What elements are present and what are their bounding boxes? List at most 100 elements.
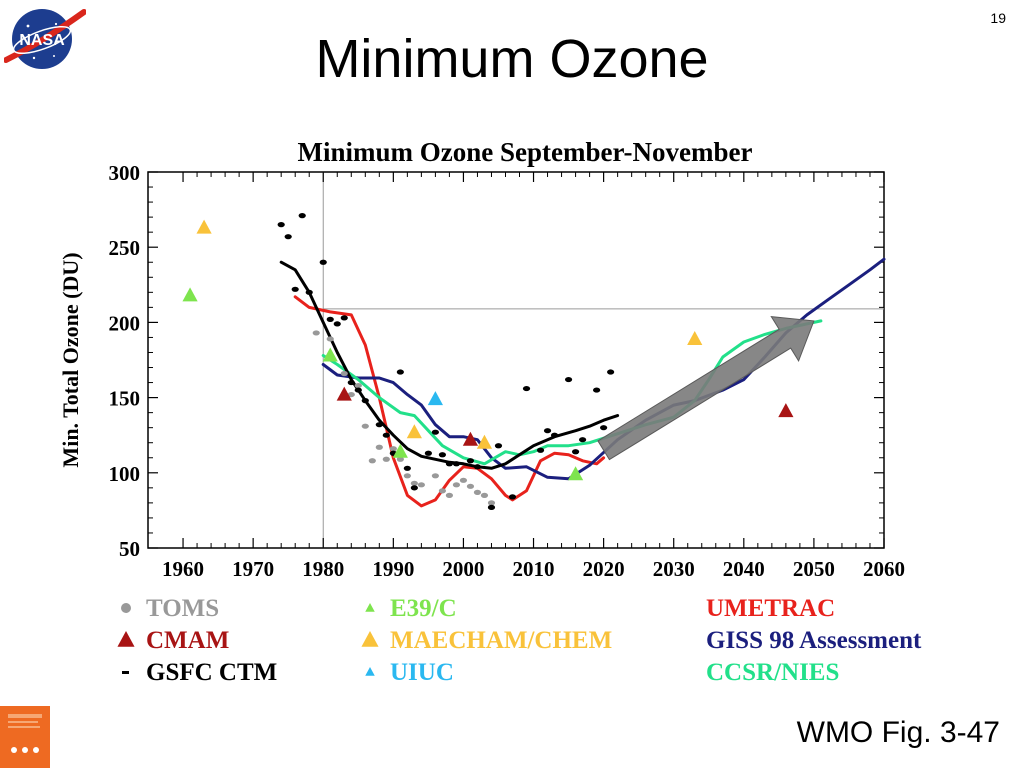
series-line-gsfc-ctm (279, 260, 620, 470)
y-axis-ticks: 50 100 150 200 250 300 (109, 161, 884, 561)
x-tick-label: 2010 (513, 557, 555, 581)
x-tick-label: 2020 (583, 557, 625, 581)
series-line-umetrac (293, 295, 606, 508)
series-line-ccsr-nies (321, 319, 823, 466)
data-point (354, 387, 362, 393)
data-point (347, 379, 355, 386)
trend-arrow (597, 316, 815, 461)
data-point (291, 286, 299, 292)
legend-label-e39-c: E39/C (390, 595, 457, 622)
data-point-triangle (567, 466, 584, 481)
legend-marker-triangle (361, 631, 379, 647)
data-point (564, 376, 573, 383)
series-points-gsfc-ctm (277, 213, 615, 510)
legend-marker-triangle (365, 603, 375, 612)
data-point (466, 483, 475, 489)
x-tick-label: 2000 (442, 557, 484, 581)
y-tick-label: 50 (119, 537, 140, 561)
data-point (536, 447, 545, 453)
data-point (277, 222, 285, 228)
data-point (522, 385, 531, 392)
data-point (361, 398, 369, 404)
legend-label-uiuc: UIUC (390, 659, 454, 686)
report-cover-thumbnail (0, 706, 50, 768)
data-point (382, 456, 390, 462)
y-axis-label: Min. Total Ozone (DU) (58, 252, 83, 467)
x-tick-label: 1970 (232, 557, 274, 581)
data-point (543, 428, 552, 434)
data-point (326, 316, 334, 322)
y-tick-label: 150 (109, 387, 141, 411)
data-point (368, 458, 376, 464)
data-point (298, 213, 306, 219)
data-point-triangle (406, 424, 422, 439)
slide-title: Minimum Ozone (315, 29, 709, 89)
data-point (438, 452, 446, 458)
y-tick-label: 300 (109, 161, 141, 185)
series-layer (182, 213, 886, 510)
data-point (417, 482, 425, 488)
data-point (340, 315, 348, 321)
legend-marker-triangle (117, 631, 135, 647)
data-point (333, 321, 341, 327)
series-points-toms (312, 330, 496, 506)
data-point (375, 422, 383, 428)
x-tick-label: 2040 (723, 557, 765, 581)
data-point (389, 446, 397, 452)
data-point-triangle (476, 434, 493, 449)
data-point (607, 369, 615, 375)
series-points-cmam (336, 386, 794, 446)
legend-marker-triangle (365, 667, 375, 676)
legend-label-giss-98-assessment: GISS 98 Assessment (706, 627, 922, 654)
x-axis-ticks: 1960 1970 1980 1990 2000 2010 2020 2030 2040 2050… (162, 172, 905, 581)
slide-number: 19 (990, 10, 1006, 26)
data-point (571, 449, 580, 455)
data-point (452, 482, 461, 488)
series-points-e39-c (182, 287, 584, 481)
data-point (445, 461, 454, 467)
plot-border (147, 171, 885, 549)
data-point (550, 432, 559, 438)
data-point (403, 473, 411, 479)
data-point (403, 465, 411, 471)
trend-arrow-shape (597, 316, 815, 461)
series-points-maecham-chem (196, 219, 703, 449)
data-point (354, 382, 362, 389)
data-point (410, 480, 418, 486)
x-tick-label: 1960 (162, 557, 204, 581)
data-point (305, 289, 313, 295)
legend-label-ccsr-nies: CCSR/NIES (706, 659, 839, 686)
data-point (508, 494, 517, 500)
x-tick-label: 2030 (653, 557, 695, 581)
data-point (410, 485, 418, 491)
data-point (487, 500, 496, 506)
data-point-triangle (322, 347, 338, 362)
data-point-triangle (392, 443, 408, 458)
data-point-triangle (778, 403, 794, 418)
data-point (578, 437, 587, 443)
chart-title: Minimum Ozone September-November (298, 137, 753, 167)
y-tick-label: 100 (109, 462, 141, 486)
legend-marker-dot (122, 671, 129, 674)
data-point-triangle (427, 391, 443, 406)
data-point (361, 423, 369, 429)
data-point (396, 369, 404, 375)
data-point (487, 504, 496, 510)
legend-marker-dot (121, 603, 131, 613)
data-point (431, 473, 439, 479)
data-point (593, 387, 601, 393)
legend-label-umetrac: UMETRAC (706, 595, 835, 622)
data-point (438, 488, 446, 494)
data-point (396, 456, 404, 462)
figure-caption: WMO Fig. 3-47 (796, 716, 1000, 749)
reference-lines (322, 172, 884, 548)
data-point (312, 330, 320, 336)
y-tick-label: 200 (109, 311, 141, 335)
x-tick-label: 2050 (793, 557, 835, 581)
data-point (459, 477, 468, 483)
data-point (445, 492, 454, 498)
data-point (382, 432, 390, 438)
data-point (466, 458, 475, 464)
data-point (347, 391, 355, 398)
